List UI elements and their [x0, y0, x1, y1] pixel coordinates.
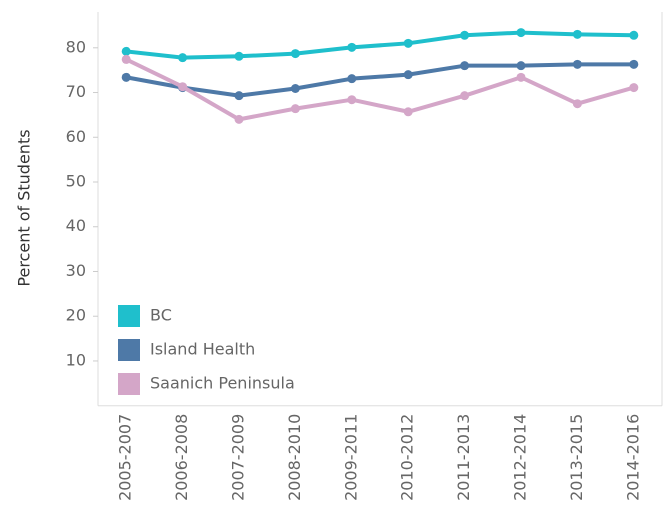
- x-tick-label: 2011-2013: [454, 414, 473, 501]
- legend-swatch: [118, 305, 140, 327]
- data-point: [629, 59, 639, 69]
- data-point: [178, 53, 188, 63]
- data-point: [572, 59, 582, 69]
- x-tick-label: 2006-2008: [172, 414, 191, 501]
- data-point: [121, 54, 131, 64]
- data-point: [572, 99, 582, 109]
- data-point: [290, 84, 300, 94]
- data-point: [403, 70, 413, 80]
- data-point: [629, 30, 639, 40]
- data-point: [234, 114, 244, 124]
- data-point: [347, 42, 357, 52]
- data-point: [460, 30, 470, 40]
- y-tick-label: 30: [66, 261, 86, 280]
- data-point: [290, 104, 300, 114]
- x-tick-label: 2007-2009: [229, 414, 248, 501]
- data-point: [347, 74, 357, 84]
- y-tick-label: 50: [66, 172, 86, 191]
- y-tick-label: 40: [66, 216, 86, 235]
- data-point: [403, 107, 413, 117]
- data-point: [178, 82, 188, 92]
- y-axis-title: Percent of Students: [15, 129, 34, 286]
- x-tick-label: 2014-2016: [623, 414, 642, 501]
- data-point: [403, 38, 413, 48]
- legend-label: Saanich Peninsula: [150, 374, 295, 393]
- data-point: [460, 91, 470, 101]
- legend-label: BC: [150, 306, 172, 325]
- data-point: [121, 72, 131, 82]
- data-point: [290, 49, 300, 59]
- series-line: [125, 57, 635, 122]
- x-tick-label: 2005-2007: [116, 414, 135, 501]
- series-line: [125, 30, 634, 60]
- data-point: [234, 91, 244, 101]
- x-tick-label: 2013-2015: [567, 414, 586, 501]
- x-tick-label: 2009-2011: [341, 414, 360, 501]
- x-tick-label: 2010-2012: [398, 414, 417, 501]
- legend-swatch: [118, 373, 140, 395]
- data-point: [516, 61, 526, 71]
- legend-swatch: [118, 339, 140, 361]
- series-line: [125, 62, 634, 98]
- data-point: [516, 72, 526, 82]
- data-point: [516, 28, 526, 38]
- x-tick-label: 2008-2010: [285, 414, 304, 501]
- data-point: [629, 83, 639, 93]
- data-point: [347, 95, 357, 105]
- data-point: [121, 46, 131, 56]
- y-tick-label: 10: [66, 350, 86, 369]
- x-tick-label: 2012-2014: [511, 414, 530, 501]
- data-point: [234, 51, 244, 61]
- y-tick-label: 80: [66, 37, 86, 56]
- legend-label: Island Health: [150, 340, 255, 359]
- y-tick-label: 20: [66, 306, 86, 325]
- data-point: [460, 61, 470, 71]
- y-tick-label: 60: [66, 127, 86, 146]
- y-tick-label: 70: [66, 82, 86, 101]
- data-point: [572, 29, 582, 39]
